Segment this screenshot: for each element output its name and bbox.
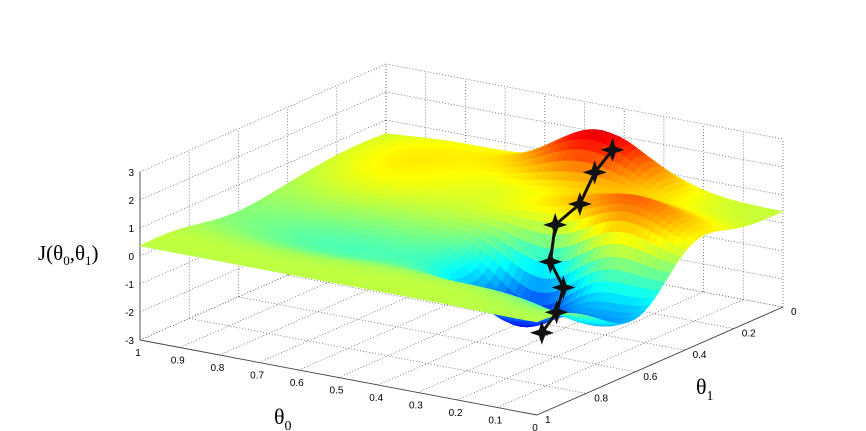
grid-line-z [385, 203, 784, 280]
descent-step-marker [529, 320, 554, 345]
theta0-tick-label: 1 [135, 348, 141, 359]
grid-line-floor [189, 318, 587, 394]
z-axis-label: J(θ0,θ1) [38, 241, 99, 268]
z-axis-label-close: ) [92, 241, 99, 265]
theta1-tick-label: 0 [791, 307, 797, 318]
descent-step-marker [600, 137, 625, 162]
descent-step-marker [582, 160, 607, 185]
grid-line-z [385, 63, 784, 140]
z-axis-ticks: 3 2 1 0 -1 -2 -3 [125, 168, 134, 347]
z-axis-label-main: J(θ [38, 241, 63, 265]
cost-surface [139, 129, 785, 328]
descent-step-marker [538, 249, 563, 274]
theta0-axis-line [139, 339, 538, 416]
z-tick-label: 3 [128, 168, 134, 179]
grid-line-floor [287, 274, 685, 351]
theta0-tick-label: 0.3 [409, 401, 423, 412]
theta1-tick-label: 1 [545, 415, 551, 426]
theta0-tick-label: 0.8 [210, 363, 224, 374]
z-tick-label: -1 [125, 280, 134, 291]
theta0-tick-label: 0.2 [449, 408, 463, 419]
grid-line-floor [336, 253, 734, 329]
grid-line-z [385, 119, 784, 196]
theta1-tick-label: 0.4 [693, 350, 707, 361]
z-axis-label-sub0: 0 [63, 253, 70, 268]
grid-line-floor [385, 231, 784, 308]
z-tick-label: -2 [125, 308, 134, 319]
y-axis-label-main: θ [696, 374, 707, 399]
theta1-axis-ticks: 0 0.2 0.4 0.6 0.8 1 [545, 307, 797, 426]
surface-patch [529, 318, 544, 323]
descent-step-marker [551, 275, 576, 300]
theta0-tick-label: 0.7 [250, 371, 264, 382]
z-axis-label-sep: ,θ [70, 241, 85, 265]
theta0-tick-label: 0.6 [290, 378, 304, 389]
theta1-tick-label: 0.2 [742, 329, 756, 340]
theta1-tick-label: 0.6 [643, 372, 657, 383]
theta1-axis-line [536, 306, 784, 416]
descent-step-marker [544, 300, 569, 325]
grid-line-z [385, 91, 784, 168]
x-axis-label-sub: 0 [285, 419, 292, 431]
x-axis-label: θ0 [274, 404, 292, 431]
z-tick-label: 0 [128, 252, 134, 263]
grid-line-floor [238, 296, 636, 373]
z-tick-label: 2 [128, 196, 134, 207]
theta0-tick-label: 0.9 [171, 356, 185, 367]
descent-step-marker [567, 192, 592, 216]
z-tick-label: -3 [125, 336, 134, 347]
x-axis-label-main: θ [274, 404, 285, 429]
descent-step-marker [543, 212, 568, 237]
grid-line-z [385, 175, 784, 252]
theta0-tick-label: 0.1 [488, 416, 502, 427]
theta0-tick-label: 0.4 [369, 393, 383, 404]
y-axis-label: θ1 [696, 374, 714, 404]
theta0-tick-label: 0.5 [330, 386, 344, 397]
gradient-descent-path [529, 137, 625, 345]
theta0-tick-label: 0 [532, 423, 538, 431]
y-axis-label-sub: 1 [707, 389, 714, 404]
theta1-tick-label: 0.8 [594, 393, 608, 404]
theta0-axis-ticks: 1 0.9 0.8 0.7 0.6 0.5 0.4 0.3 0.2 0.1 0 [135, 348, 538, 431]
z-axis-label-sub1: 1 [85, 253, 92, 268]
z-tick-label: 1 [128, 224, 134, 235]
